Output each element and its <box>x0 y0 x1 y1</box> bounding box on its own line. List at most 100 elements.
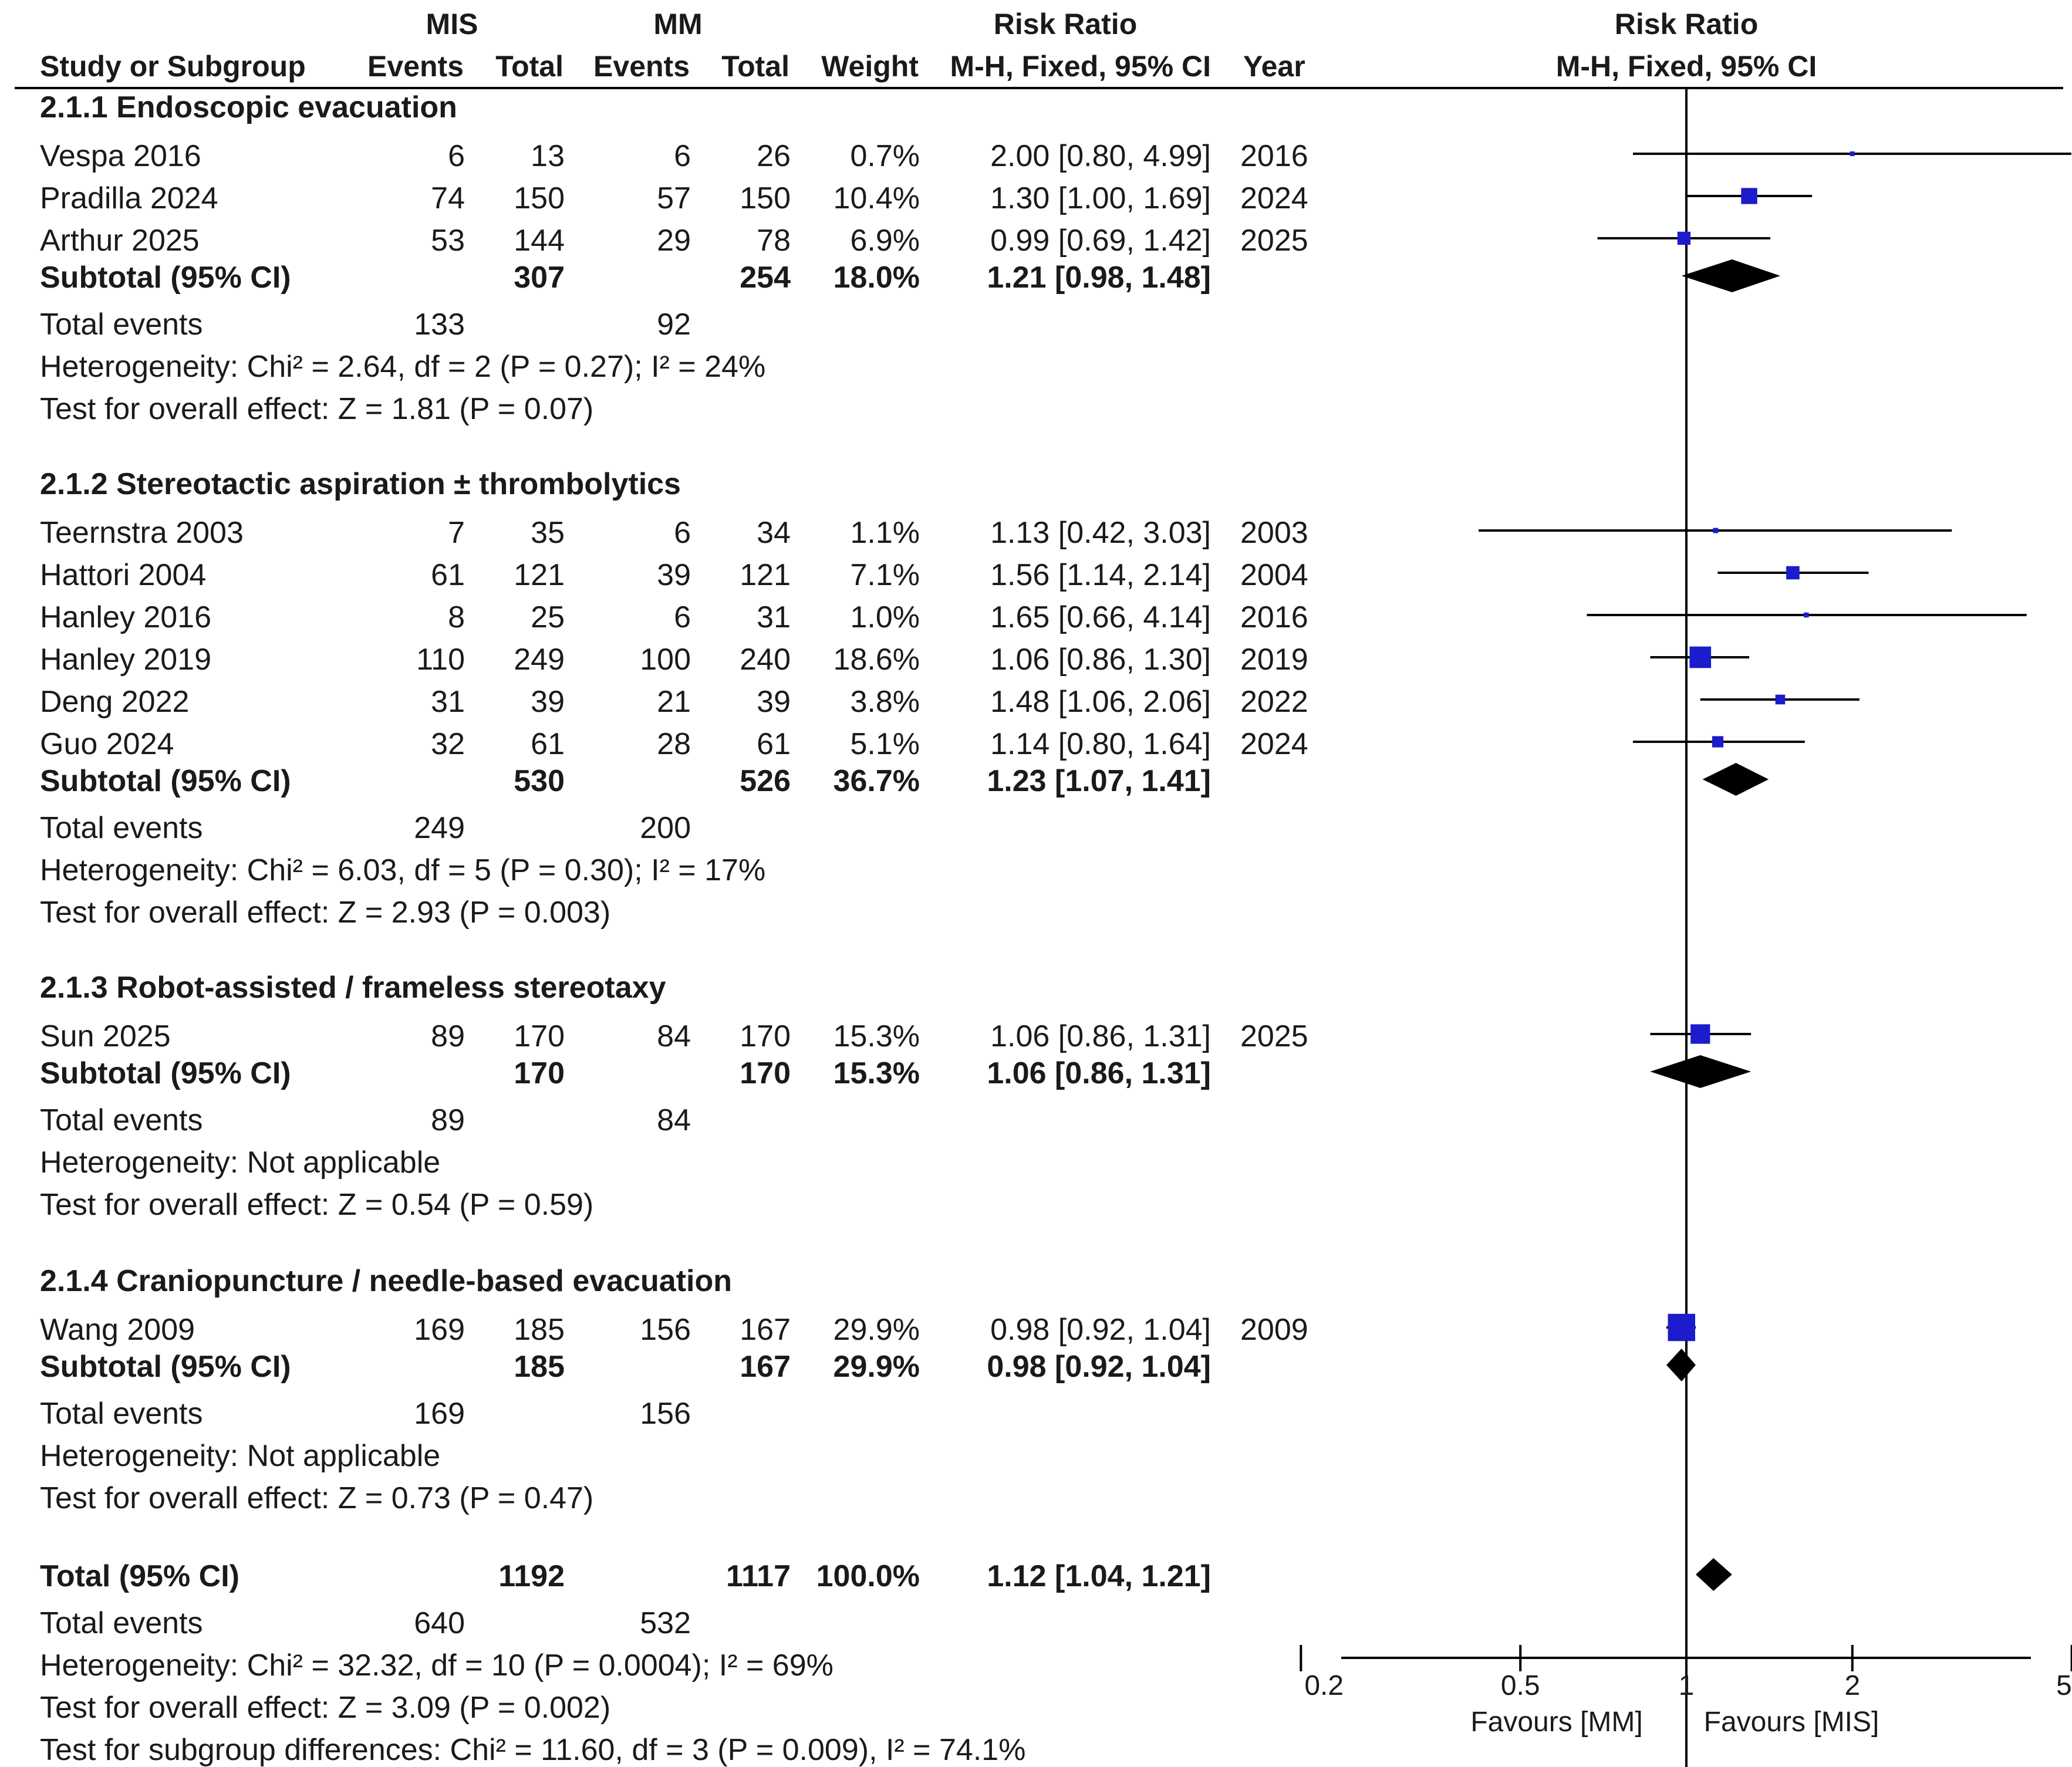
study-name: Hanley 2016 <box>40 600 211 634</box>
year: 2003 <box>1240 516 1308 550</box>
events-mis: 110 <box>416 643 465 677</box>
total-mis: 25 <box>531 600 565 634</box>
total-mis: 185 <box>514 1313 565 1347</box>
effect-square <box>1713 528 1719 533</box>
study-name: Vespa 2016 <box>40 139 201 173</box>
header-year: Year <box>1243 50 1305 83</box>
effect-square <box>1786 566 1800 580</box>
risk-ratio-ci: 1.14 [0.80, 1.64] <box>990 727 1211 761</box>
subgroup-title: 2.1.1 Endoscopic evacuation <box>40 90 457 124</box>
total-mis: 1192 <box>498 1559 565 1593</box>
events-mm: 57 <box>657 181 691 215</box>
events-mm: 39 <box>657 558 691 592</box>
year: 2025 <box>1240 1019 1308 1053</box>
header-method-left: M-H, Fixed, 95% CI <box>950 50 1211 83</box>
overall-diamond <box>1696 1558 1732 1591</box>
subtotal-label: Subtotal (95% CI) <box>40 1350 291 1384</box>
study-name: Guo 2024 <box>40 727 174 761</box>
total-events-row: Total events 89 84 <box>40 1103 691 1137</box>
year: 2024 <box>1240 727 1308 761</box>
favours-left-label: Favours [MM] <box>1470 1707 1642 1738</box>
header-weight: Weight <box>821 50 919 83</box>
weight: 29.9% <box>833 1313 920 1347</box>
events-mm: 84 <box>657 1019 691 1053</box>
total-events-label: Total events <box>40 1606 203 1640</box>
subtotal-diamond <box>1702 763 1769 796</box>
x-tick-label: 1 <box>1679 1670 1695 1701</box>
subtotal-ci: 1.23 [1.07, 1.41] <box>987 764 1211 798</box>
risk-ratio-ci: 1.48 [1.06, 2.06] <box>990 685 1211 719</box>
total-mm: 170 <box>740 1019 791 1053</box>
table-row: Vespa 2016 6 13 6 26 0.7% 2.00 [0.80, 4.… <box>40 139 1308 173</box>
x-tick-label: 5 <box>2056 1670 2072 1701</box>
events-mm: 21 <box>657 685 691 719</box>
year: 2019 <box>1240 643 1308 677</box>
risk-ratio-ci: 2.00 [0.80, 4.99] <box>990 139 1211 173</box>
heterogeneity-text: Heterogeneity: Chi² = 32.32, df = 10 (P … <box>40 1648 833 1682</box>
subtotal-row: Subtotal (95% CI) 530 526 36.7% 1.23 [1.… <box>40 764 1211 798</box>
favours-right-label: Favours [MIS] <box>1704 1707 1879 1738</box>
subgroup-2: 2.1.2 Stereotactic aspiration ± thrombol… <box>40 467 1308 930</box>
effect-square <box>1712 736 1724 748</box>
table-row: Hanley 2016 8 25 6 31 1.0% 1.65 [0.66, 4… <box>40 600 1308 634</box>
overall-effect-text: Test for overall effect: Z = 3.09 (P = 0… <box>40 1691 610 1725</box>
total-events-mm: 156 <box>640 1397 691 1431</box>
weight: 0.7% <box>850 139 920 173</box>
overall-effect-text: Test for overall effect: Z = 2.93 (P = 0… <box>40 896 610 930</box>
header-mis: MIS <box>426 8 478 40</box>
table-row: Hattori 2004 61 121 39 121 7.1% 1.56 [1.… <box>40 558 1308 592</box>
total-events-mm: 84 <box>657 1103 691 1137</box>
total-mis: 35 <box>531 516 565 550</box>
risk-ratio-ci: 1.06 [0.86, 1.30] <box>990 643 1211 677</box>
events-mis: 32 <box>431 727 465 761</box>
forest-marks <box>1479 151 2071 1591</box>
overall-effect-text: Test for overall effect: Z = 0.54 (P = 0… <box>40 1188 593 1222</box>
risk-ratio-ci: 1.13 [0.42, 3.03] <box>990 516 1211 550</box>
year: 2016 <box>1240 139 1308 173</box>
events-mis: 89 <box>431 1019 465 1053</box>
year: 2024 <box>1240 181 1308 215</box>
study-name: Arthur 2025 <box>40 224 200 258</box>
total-events-mm: 200 <box>640 811 691 845</box>
events-mm: 156 <box>640 1313 691 1347</box>
subtotal-diamond <box>1681 259 1780 292</box>
subtotal-total-mm: 170 <box>740 1056 791 1090</box>
risk-ratio-ci: 1.65 [0.66, 4.14] <box>990 600 1211 634</box>
table-header: MIS MM Risk Ratio Risk Ratio Study or Su… <box>15 8 2063 89</box>
subgroup-title: 2.1.4 Craniopuncture / needle-based evac… <box>40 1264 732 1298</box>
x-tick-label: 0.2 <box>1304 1670 1344 1701</box>
total-mis: 249 <box>514 643 565 677</box>
weight: 10.4% <box>833 181 920 215</box>
risk-ratio-ci: 1.56 [1.14, 2.14] <box>990 558 1211 592</box>
total-mis: 170 <box>514 1019 565 1053</box>
x-axis: Favours [MM] Favours [MIS] 0.2 0.5 1 2 5 <box>1300 1645 2072 1738</box>
header-study: Study or Subgroup <box>40 50 306 83</box>
overall-effect-text: Test for overall effect: Z = 1.81 (P = 0… <box>40 392 593 426</box>
total-events-label: Total events <box>40 1397 203 1431</box>
total-mm: 61 <box>757 727 791 761</box>
overall-effect-text: Test for overall effect: Z = 0.73 (P = 0… <box>40 1481 593 1515</box>
study-name: Sun 2025 <box>40 1019 171 1053</box>
total-ci: 1.12 [1.04, 1.21] <box>987 1559 1211 1593</box>
total-mis: 61 <box>531 727 565 761</box>
subtotal-total-mis: 185 <box>514 1350 565 1384</box>
total-mm: 39 <box>757 685 791 719</box>
events-mis: 8 <box>448 600 465 634</box>
effect-square <box>1690 1024 1710 1044</box>
events-mis: 31 <box>431 685 465 719</box>
year: 2022 <box>1240 685 1308 719</box>
risk-ratio-ci: 0.99 [0.69, 1.42] <box>990 224 1211 258</box>
events-mis: 169 <box>414 1313 465 1347</box>
header-risk-ratio-left: Risk Ratio <box>994 8 1138 40</box>
effect-square <box>1775 694 1786 705</box>
header-events-mm: Events <box>593 50 690 83</box>
effect-square <box>1677 231 1691 245</box>
study-name: Pradilla 2024 <box>40 181 218 215</box>
events-mm: 100 <box>640 643 691 677</box>
events-mis: 6 <box>448 139 465 173</box>
subtotal-weight: 36.7% <box>833 764 920 798</box>
total-mm: 34 <box>757 516 791 550</box>
effect-square <box>1804 612 1809 618</box>
header-events-mis: Events <box>367 50 464 83</box>
